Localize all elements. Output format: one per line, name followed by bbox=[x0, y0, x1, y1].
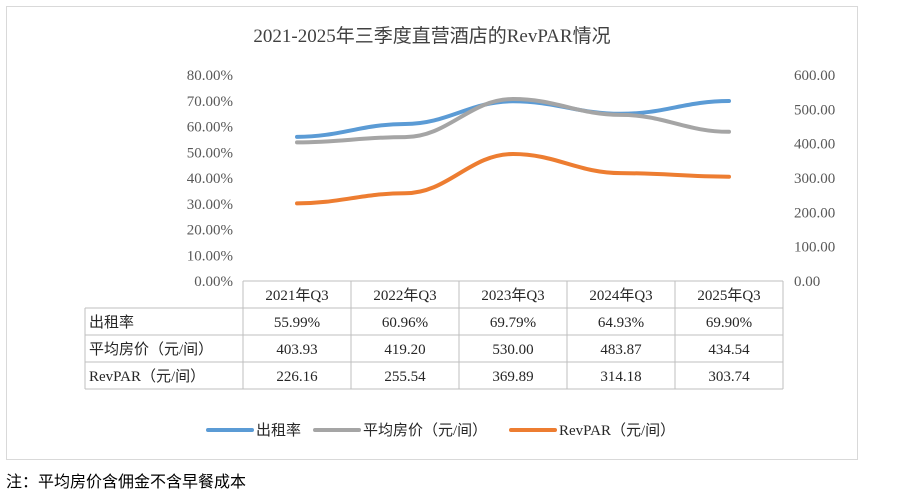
category-label: 2021年Q3 bbox=[265, 287, 328, 304]
left-axis-tick: 80.00% bbox=[187, 68, 233, 84]
table-cell: 314.18 bbox=[600, 369, 641, 385]
table-cell: 226.16 bbox=[276, 369, 318, 385]
left-axis-tick: 70.00% bbox=[187, 94, 233, 110]
legend: 出租率 平均房价（元/间） RevPAR（元/间） bbox=[206, 422, 675, 439]
table-cell: 403.93 bbox=[276, 342, 317, 358]
table-cell: 255.54 bbox=[384, 369, 426, 385]
category-label: 2022年Q3 bbox=[373, 287, 436, 304]
right-axis-tick: 0.00 bbox=[794, 274, 820, 290]
series-lines bbox=[295, 97, 731, 206]
right-axis-tick: 100.00 bbox=[794, 240, 835, 256]
data-table: 2021年Q3 2022年Q3 2023年Q3 2024年Q3 2025年Q3 出租率 55… bbox=[84, 280, 784, 390]
axes: 80.00% 70.00% 60.00% 50.00% 40.00% 30.00% 20.0… bbox=[187, 68, 836, 290]
table-cell: 60.96% bbox=[382, 315, 428, 331]
right-axis-tick: 300.00 bbox=[794, 171, 835, 187]
table-cell: 419.20 bbox=[384, 342, 425, 358]
right-axis-tick: 500.00 bbox=[794, 102, 835, 118]
table-row-label: 平均房价（元/间） bbox=[89, 341, 213, 358]
footnote: 注：平均房价含佣金不含早餐成本 bbox=[6, 474, 247, 491]
category-label: 2023年Q3 bbox=[481, 287, 544, 304]
left-axis-tick: 40.00% bbox=[187, 171, 233, 187]
legend-label: 平均房价（元/间） bbox=[363, 422, 487, 439]
series-line-1 bbox=[295, 97, 731, 145]
table-cell: 530.00 bbox=[492, 342, 533, 358]
category-label: 2025年Q3 bbox=[697, 287, 760, 304]
chart-frame bbox=[6, 6, 858, 460]
left-axis-tick: 50.00% bbox=[187, 145, 233, 161]
left-axis-tick: 30.00% bbox=[187, 197, 233, 213]
table-cell: 69.90% bbox=[706, 315, 752, 331]
table-cell: 303.74 bbox=[708, 369, 750, 385]
table-row-label: 出租率 bbox=[89, 314, 134, 331]
left-axis-tick: 0.00% bbox=[194, 274, 233, 290]
legend-label: RevPAR（元/间） bbox=[559, 422, 675, 439]
left-axis-tick: 60.00% bbox=[187, 120, 233, 136]
left-axis-tick: 20.00% bbox=[187, 223, 233, 239]
right-axis-tick: 200.00 bbox=[794, 205, 835, 221]
category-label: 2024年Q3 bbox=[589, 287, 652, 304]
right-axis-tick: 600.00 bbox=[794, 68, 835, 84]
right-axis-tick: 400.00 bbox=[794, 137, 835, 153]
table-cell: 64.93% bbox=[598, 315, 644, 331]
table-row-label: RevPAR（元/间） bbox=[89, 368, 205, 385]
table-cell: 434.54 bbox=[708, 342, 750, 358]
table-cell: 69.79% bbox=[490, 315, 536, 331]
table-cell: 483.87 bbox=[600, 342, 642, 358]
series-line-2 bbox=[295, 152, 731, 206]
table-cell: 369.89 bbox=[492, 369, 533, 385]
left-axis-tick: 10.00% bbox=[187, 248, 233, 264]
table-cell: 55.99% bbox=[274, 315, 320, 331]
legend-label: 出租率 bbox=[256, 422, 301, 439]
chart-title: 2021-2025年三季度直营酒店的RevPAR情况 bbox=[253, 25, 610, 47]
